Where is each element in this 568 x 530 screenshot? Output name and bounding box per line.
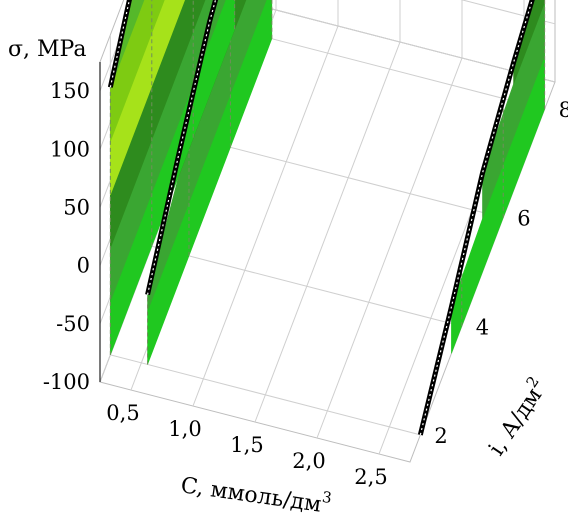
series-top-line: [107, 0, 132, 88]
x-tick-label: 1,0: [168, 417, 201, 441]
x-tick-label: 2,0: [292, 449, 325, 473]
y-gridline: [234, 0, 545, 110]
x-tick-label: 2,5: [354, 465, 387, 489]
y-tick-label: 8: [559, 98, 568, 122]
series-lines: [107, 0, 535, 436]
band-fill: [110, 0, 165, 142]
y-tick-label: 6: [517, 207, 530, 231]
y-tick-label: 4: [476, 315, 489, 339]
x-axis-title: C, ммоль/дм3: [179, 468, 333, 519]
y-axis-title-text: i, А/дм: [484, 384, 547, 461]
z-axis-title: σ, MPa: [8, 37, 86, 62]
y-tick-label: 2: [434, 424, 447, 448]
z-tick-label: 100: [50, 137, 90, 161]
x-tick-label: 0,5: [106, 401, 139, 425]
z-tick-label: 150: [50, 79, 90, 103]
z-tick-label: -100: [43, 370, 90, 394]
z-tick-label: 50: [63, 195, 90, 219]
y-axis-title: i, А/дм2: [480, 373, 553, 461]
series-top-line-hatch: [419, 0, 533, 435]
band-fill: [451, 55, 545, 354]
z-tick-label: 0: [77, 254, 90, 278]
band-fill: [110, 0, 145, 89]
tick-labels: 150 100 50 0 -50 -100 0,5 1,0 1,5 2,0 2,5 2 4 6 8: [43, 79, 568, 489]
x-axis-title-text: C, ммоль/дм: [179, 473, 323, 517]
z-tick-label: -50: [56, 312, 90, 336]
x-axis-title-sup: 3: [321, 488, 333, 507]
series-ribbon: [451, 0, 546, 354]
series-top-line-hatch: [146, 0, 217, 295]
x-gridline: [254, 0, 401, 423]
x-tick-label: 1,5: [230, 433, 263, 457]
series-fills: [109, 0, 546, 365]
x-gridline: [316, 0, 463, 439]
